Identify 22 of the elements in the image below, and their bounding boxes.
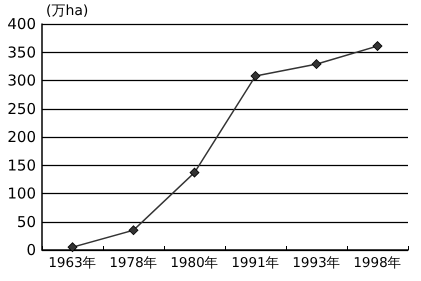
y-tick-label: 250 [7,100,36,118]
y-tick-label: 300 [7,72,36,90]
point [128,225,138,236]
x-tick-label: 1991年 [231,255,280,271]
y-tick-label: 50 [16,212,36,231]
point [372,41,382,51]
y-tick-label: 0 [26,241,36,259]
x-tick-label: 1993年 [292,255,341,271]
point [190,168,200,178]
x-tick-label: 1978年 [109,255,158,271]
y-tick-label: 200 [7,128,36,146]
y-axis-title: (万ha) [46,3,88,19]
y-tick-label: 100 [7,184,36,202]
y-tick-label: 400 [7,15,36,33]
x-tick-label: 1998年 [353,255,402,271]
x-tick-label: 1980年 [170,255,219,271]
y-tick-label: 350 [7,43,36,62]
x-tick-label: 1963年 [48,255,97,271]
y-tick-label: 150 [7,156,36,174]
point [250,71,260,81]
point [312,59,322,70]
point [68,242,78,252]
